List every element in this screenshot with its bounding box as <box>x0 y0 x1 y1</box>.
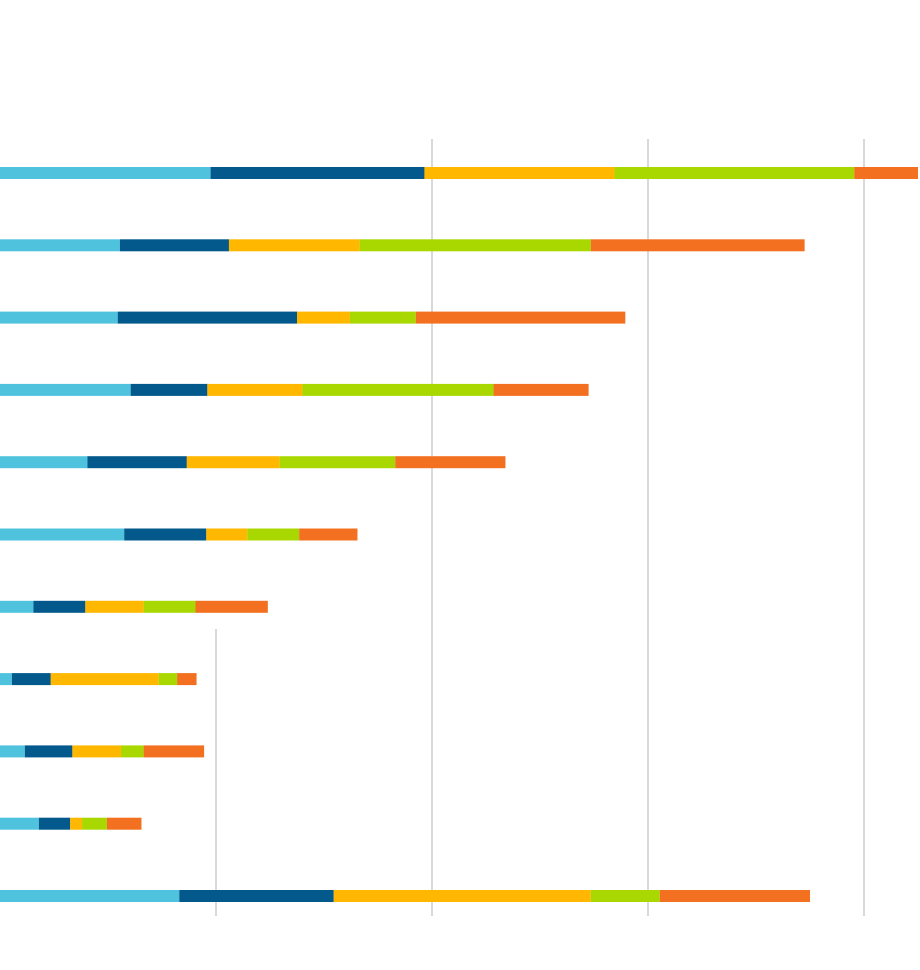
bar-segment-9-series-1 <box>0 745 25 758</box>
bar-segment-6-series-1 <box>0 528 125 541</box>
bar-segment-5-series-1 <box>0 456 88 469</box>
bar-segment-3-series-3 <box>297 311 350 324</box>
bar-segment-4-series-2 <box>130 383 208 396</box>
bar-segment-5-series-4 <box>279 456 396 469</box>
bar-segment-11-series-2 <box>179 890 334 902</box>
bar-segment-9-series-4 <box>120 745 144 758</box>
bar-segment-6-series-5 <box>299 528 358 541</box>
bar-segment-4-series-1 <box>0 383 131 396</box>
bar-segment-5-series-3 <box>186 456 280 469</box>
bar-row-5 <box>0 456 506 469</box>
bar-segment-10-series-2 <box>38 817 71 830</box>
bar-segment-6-series-4 <box>247 528 300 541</box>
bar-segment-11-series-3 <box>333 890 591 902</box>
bar-segment-5-series-2 <box>87 456 187 469</box>
bar-segment-7-series-1 <box>0 600 34 613</box>
bar-segment-1-series-5 <box>854 167 918 179</box>
bar-segment-8-series-2 <box>11 673 51 686</box>
bar-segment-3-series-2 <box>117 311 297 324</box>
bar-segment-1-series-4 <box>614 167 855 179</box>
bar-row-9 <box>0 745 205 758</box>
bar-segment-11-series-4 <box>590 890 660 902</box>
bar-row-11 <box>0 890 810 902</box>
bar-segment-7-series-5 <box>195 600 268 613</box>
bar-segment-3-series-5 <box>415 311 626 324</box>
bar-segment-4-series-4 <box>302 383 494 396</box>
bar-row-8 <box>0 673 197 686</box>
bar-segment-10-series-4 <box>82 817 107 830</box>
bar-segment-6-series-2 <box>124 528 207 541</box>
bar-segment-7-series-4 <box>143 600 196 613</box>
bar-segment-8-series-5 <box>177 673 197 686</box>
bar-row-7 <box>0 600 268 613</box>
bar-segment-8-series-4 <box>158 673 178 686</box>
bar-row-10 <box>0 817 142 830</box>
bar-segment-9-series-5 <box>143 745 205 758</box>
bar-segment-2-series-2 <box>119 239 229 252</box>
bar-row-1 <box>0 167 918 179</box>
bar-segment-9-series-3 <box>72 745 121 758</box>
bar-segment-3-series-4 <box>349 311 416 324</box>
bar-segment-1-series-1 <box>0 167 211 179</box>
bar-segment-4-series-3 <box>207 383 303 396</box>
gridlines <box>215 139 865 916</box>
bar-segment-7-series-3 <box>85 600 144 613</box>
bar-segment-1-series-3 <box>424 167 615 179</box>
bar-segment-2-series-5 <box>590 239 805 252</box>
bar-segment-10-series-1 <box>0 817 39 830</box>
bar-segment-9-series-2 <box>24 745 73 758</box>
bar-row-6 <box>0 528 358 541</box>
bar-row-4 <box>0 383 589 396</box>
bar-segment-6-series-3 <box>206 528 248 541</box>
bar-segment-8-series-3 <box>50 673 159 686</box>
bar-segment-10-series-5 <box>106 817 142 830</box>
bar-segment-8-series-1 <box>0 673 12 686</box>
bar-segment-10-series-3 <box>70 817 83 830</box>
bar-segment-5-series-5 <box>395 456 506 469</box>
bar-segment-11-series-1 <box>0 890 180 902</box>
bars <box>0 167 918 902</box>
bar-row-3 <box>0 311 626 324</box>
bar-segment-2-series-3 <box>228 239 360 252</box>
bar-segment-3-series-1 <box>0 311 118 324</box>
bar-segment-7-series-2 <box>33 600 86 613</box>
bar-segment-2-series-4 <box>359 239 591 252</box>
bar-segment-4-series-5 <box>493 383 589 396</box>
bar-row-2 <box>0 239 805 252</box>
bar-segment-2-series-1 <box>0 239 120 252</box>
bar-segment-11-series-5 <box>659 890 810 902</box>
bar-segment-1-series-2 <box>210 167 425 179</box>
